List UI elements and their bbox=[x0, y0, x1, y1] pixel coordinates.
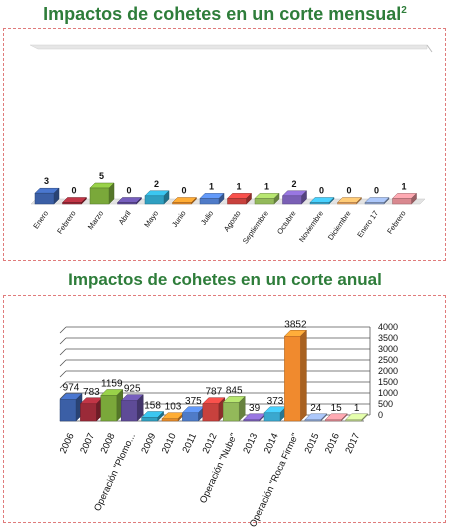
y-tick-label: 1500 bbox=[378, 377, 398, 387]
bar bbox=[144, 195, 165, 205]
grid-line-diag bbox=[59, 381, 67, 389]
x-tick-label: 2007 bbox=[78, 432, 97, 456]
grid-line-diag bbox=[59, 359, 67, 367]
x-tick-label: 2016 bbox=[323, 432, 342, 456]
bar bbox=[337, 202, 357, 205]
x-tick-label: 2010 bbox=[160, 432, 179, 456]
data-label: 5 bbox=[99, 171, 104, 181]
x-tick-label: 2014 bbox=[262, 432, 281, 456]
x-tick-label: 2013 bbox=[241, 432, 260, 456]
y-tick-label: 2000 bbox=[378, 366, 398, 376]
bar bbox=[324, 419, 342, 422]
data-label: 0 bbox=[181, 186, 186, 196]
bar bbox=[80, 403, 97, 422]
bar bbox=[59, 399, 77, 422]
y-tick-label: 500 bbox=[378, 399, 393, 409]
data-label: 1159 bbox=[101, 379, 123, 390]
bar bbox=[254, 198, 275, 205]
data-label: 0 bbox=[126, 186, 131, 196]
bar bbox=[161, 418, 179, 422]
bar bbox=[263, 412, 281, 422]
grid-line-diag bbox=[59, 392, 67, 400]
data-label: 1 bbox=[264, 181, 269, 191]
x-tick-label: 2008 bbox=[99, 432, 118, 456]
data-label: 1 bbox=[354, 403, 360, 414]
bar bbox=[345, 419, 362, 422]
y-tick-label: 0 bbox=[378, 410, 383, 420]
data-label: 787 bbox=[205, 387, 222, 398]
data-label: 1 bbox=[209, 181, 214, 191]
bar bbox=[282, 195, 302, 205]
data-label: 974 bbox=[63, 383, 80, 394]
y-tick-label: 2500 bbox=[378, 355, 398, 365]
data-label: 1 bbox=[236, 181, 241, 191]
data-label: 373 bbox=[267, 396, 284, 407]
bar bbox=[227, 198, 247, 205]
data-label: 925 bbox=[124, 384, 141, 395]
plot-corner bbox=[426, 44, 433, 53]
data-label: 1 bbox=[401, 181, 406, 191]
data-label: 0 bbox=[71, 186, 76, 196]
bar bbox=[100, 395, 118, 422]
monthly-chart-title: Impactos de cohetes en un corte mensual2 bbox=[43, 4, 407, 24]
bar bbox=[309, 202, 330, 205]
bar bbox=[243, 419, 260, 422]
bar bbox=[284, 336, 301, 422]
bar bbox=[182, 412, 199, 422]
bar bbox=[222, 402, 240, 422]
grid-line-diag bbox=[59, 326, 67, 334]
bar-side bbox=[300, 329, 307, 422]
bar bbox=[62, 202, 82, 205]
y-tick-label: 3500 bbox=[378, 333, 398, 343]
bar bbox=[89, 187, 110, 205]
data-label: 39 bbox=[249, 403, 261, 414]
bar bbox=[172, 202, 192, 205]
x-tick-label: 2011 bbox=[181, 432, 200, 455]
data-label: 15 bbox=[331, 403, 343, 414]
data-label: 0 bbox=[346, 186, 351, 196]
data-label: 783 bbox=[83, 387, 100, 398]
bar bbox=[117, 202, 137, 205]
data-label: 24 bbox=[310, 403, 322, 414]
data-label: 0 bbox=[374, 186, 379, 196]
grid-line-diag bbox=[59, 337, 67, 345]
data-label: 375 bbox=[185, 396, 202, 407]
x-tick-label: 2012 bbox=[201, 432, 220, 456]
bar bbox=[304, 419, 322, 422]
data-label: 3 bbox=[44, 176, 49, 186]
x-tick-label: 2015 bbox=[303, 432, 322, 456]
bar bbox=[199, 198, 220, 205]
y-tick-label: 3000 bbox=[378, 344, 398, 354]
x-tick-label: 2017 bbox=[343, 432, 362, 456]
bar bbox=[392, 198, 412, 205]
annual-chart-title: Impactos de cohetes en un corte anual bbox=[68, 270, 382, 289]
bar bbox=[364, 202, 385, 205]
data-label: 158 bbox=[144, 401, 161, 412]
data-label: 0 bbox=[319, 186, 324, 196]
data-label: 2 bbox=[291, 179, 296, 189]
x-tick-label: 2009 bbox=[139, 432, 158, 456]
data-label: 103 bbox=[165, 402, 182, 413]
plot-back-wall bbox=[29, 44, 428, 50]
y-tick-label: 1000 bbox=[378, 388, 398, 398]
data-label: 2 bbox=[154, 179, 159, 189]
bar bbox=[34, 192, 55, 205]
monthly-chart-panel bbox=[3, 28, 446, 261]
bar bbox=[141, 417, 158, 422]
grid-line-diag bbox=[59, 370, 67, 378]
data-label: 3852 bbox=[284, 319, 307, 330]
bar bbox=[120, 400, 138, 422]
title-superscript: 2 bbox=[401, 5, 407, 16]
bar bbox=[202, 403, 220, 422]
data-label: 845 bbox=[226, 385, 243, 396]
x-tick-label: Operación "Plomo... bbox=[92, 432, 138, 513]
grid-line-diag bbox=[59, 348, 67, 356]
x-tick-label: 2006 bbox=[58, 432, 77, 456]
y-tick-label: 4000 bbox=[378, 322, 398, 332]
